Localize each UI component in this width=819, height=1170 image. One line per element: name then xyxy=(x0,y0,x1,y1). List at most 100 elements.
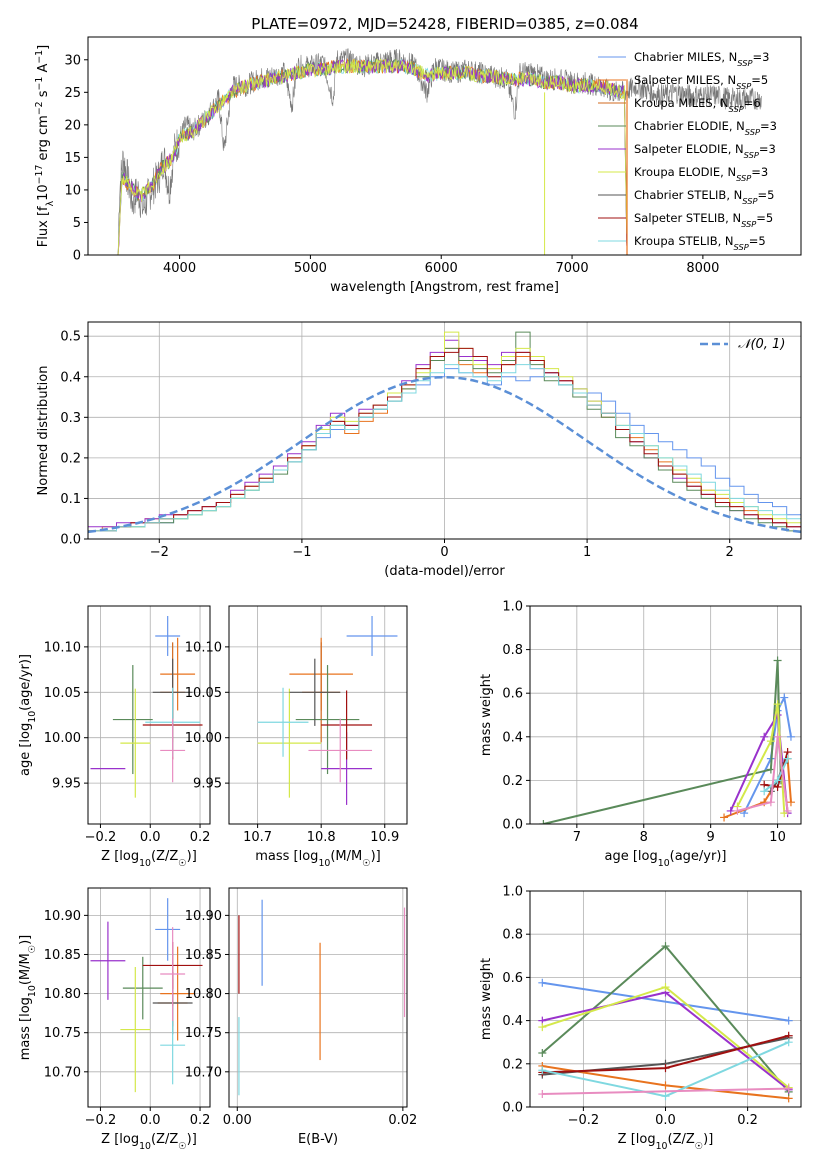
x-tick-label: 10.7 xyxy=(243,830,272,845)
label-part: A xyxy=(36,64,51,77)
x-tick-label: 0.2 xyxy=(737,1113,758,1128)
data-point xyxy=(780,693,789,702)
label-part: ☉ xyxy=(178,1141,186,1152)
y-tick-label: 0.0 xyxy=(502,818,523,833)
label-part: (M/M xyxy=(18,953,33,985)
label-part: E(B-V) xyxy=(298,1132,338,1147)
label-part: (Z/Z xyxy=(151,849,178,864)
label-part: 10 xyxy=(656,1141,668,1152)
y-tick-label: 0.3 xyxy=(60,411,81,426)
x-tick-label: 9 xyxy=(707,830,715,845)
label-part: Z [log xyxy=(618,1132,656,1147)
y-tick-label: 10.75 xyxy=(44,1026,81,1041)
figure-title: PLATE=0972, MJD=52428, FIBERID=0385, z=0… xyxy=(251,15,638,33)
label-part: λ xyxy=(45,200,56,206)
y-tick-label: 10.10 xyxy=(44,640,81,655)
data-point xyxy=(661,942,670,951)
label-part: 10 xyxy=(27,985,38,997)
data-point xyxy=(784,1016,793,1025)
y-tick-label: 1.0 xyxy=(502,600,523,615)
data-point xyxy=(784,1038,793,1047)
label-part: ☉ xyxy=(695,1141,703,1152)
y-tick-label: 10.85 xyxy=(44,948,81,963)
weight-series xyxy=(737,736,789,812)
x-tick-label: 1 xyxy=(583,545,591,560)
axes-frame xyxy=(228,605,408,825)
legend-sub: SSP xyxy=(744,150,759,160)
model-spectrum xyxy=(117,58,628,255)
axes-frame xyxy=(87,887,211,1108)
x-tick-label: −0.2 xyxy=(85,830,117,845)
plot-area xyxy=(538,942,793,1103)
x-axis-label: Z [log10(Z/Z☉)] xyxy=(101,849,197,869)
y-tick-label: 10.90 xyxy=(44,909,81,924)
data-point xyxy=(538,1023,547,1032)
y-tick-label: 0.0 xyxy=(60,533,81,548)
x-tick-label: 5000 xyxy=(294,261,327,276)
label-part: wavelength [Angstrom, rest frame] xyxy=(330,280,559,295)
label-part: mass [log xyxy=(255,849,318,864)
label-part: erg cm xyxy=(36,115,51,164)
y-tick-label: 0.8 xyxy=(502,928,523,943)
y-tick-label: 20 xyxy=(64,118,81,133)
model-spectrum xyxy=(117,57,628,255)
x-axis-label: Z [log10(Z/Z☉)] xyxy=(618,1132,714,1152)
x-tick-label: 10.8 xyxy=(307,830,336,845)
data-point xyxy=(538,1090,547,1099)
label-part: ] xyxy=(36,45,51,50)
label-part: 10 xyxy=(139,1141,151,1152)
x-tick-label: 7000 xyxy=(556,261,589,276)
label-part: Normed distribution xyxy=(36,366,51,496)
label-part: age [log xyxy=(18,723,33,776)
legend-sub: SSP xyxy=(736,81,751,91)
data-point xyxy=(783,754,792,763)
data-point xyxy=(773,656,782,665)
data-point xyxy=(786,732,795,741)
label-part: −1 xyxy=(34,77,45,91)
x-axis-label: Z [log10(Z/Z☉)] xyxy=(101,1132,197,1152)
legend-label: Kroupa ELODIE, NSSP=3 xyxy=(634,165,768,183)
axes-frame xyxy=(529,605,802,825)
label-part: ☉ xyxy=(27,945,38,953)
y-tick-label: 10.80 xyxy=(44,987,81,1002)
data-point xyxy=(661,983,670,992)
legend-label: Kroupa MILES, NSSP=6 xyxy=(634,96,761,114)
y-tick-label: 0.1 xyxy=(60,492,81,507)
label-part: (M/M xyxy=(330,849,362,864)
label-part: 10 xyxy=(139,858,151,869)
x-tick-label: 8 xyxy=(640,830,648,845)
axes-frame xyxy=(87,605,211,825)
legend-nssp: =5 xyxy=(749,234,766,248)
panel-mass_vs_ebv: 0.00 0.02 10.70 10.75 10.80 10.85 10.90 E(B-V) xyxy=(185,887,417,1147)
data-point xyxy=(539,820,548,824)
label-part: −1 xyxy=(34,50,45,64)
data-point xyxy=(766,798,775,807)
y-tick-label: 30 xyxy=(64,53,81,68)
label-part: −17 xyxy=(34,165,45,185)
y-tick-label: 5 xyxy=(73,216,81,231)
x-axis-label: age [log10(age/yr)] xyxy=(605,849,727,869)
y-axis-label: Normed distribution xyxy=(36,366,51,496)
label-part: Z [log xyxy=(101,849,139,864)
x-tick-label: 0.2 xyxy=(190,830,211,845)
legend-sub: SSP xyxy=(736,173,751,183)
label-part: ☉ xyxy=(178,858,186,869)
label-part: 10 xyxy=(658,858,670,869)
x-tick-label: 7 xyxy=(573,830,581,845)
legend-label: Chabrier STELIB, NSSP=5 xyxy=(634,188,774,206)
x-tick-label: 0.00 xyxy=(223,1113,252,1128)
y-tick-label: 9.95 xyxy=(193,777,222,792)
y-axis-label: age [log10(age/yr)] xyxy=(18,654,38,776)
label-part: age [log xyxy=(605,849,658,864)
y-tick-label: 10.00 xyxy=(185,731,222,746)
x-tick-label: 2 xyxy=(726,545,734,560)
label-part: (Z/Z xyxy=(668,1132,695,1147)
legend-label: 𝒩(0, 1) xyxy=(738,337,785,352)
gaussian-curve xyxy=(88,375,801,534)
model-spectrum xyxy=(117,58,628,255)
label-part: mass [log xyxy=(18,997,33,1060)
panel-mass_vs_Z: −0.2 0.0 0.2 10.70 10.75 10.80 10.85 10.90 Z [lo… xyxy=(18,887,211,1152)
x-axis-label: mass [log10(M/M☉)] xyxy=(255,849,381,869)
data-point xyxy=(773,700,782,709)
y-tick-label: 0.6 xyxy=(502,687,523,702)
